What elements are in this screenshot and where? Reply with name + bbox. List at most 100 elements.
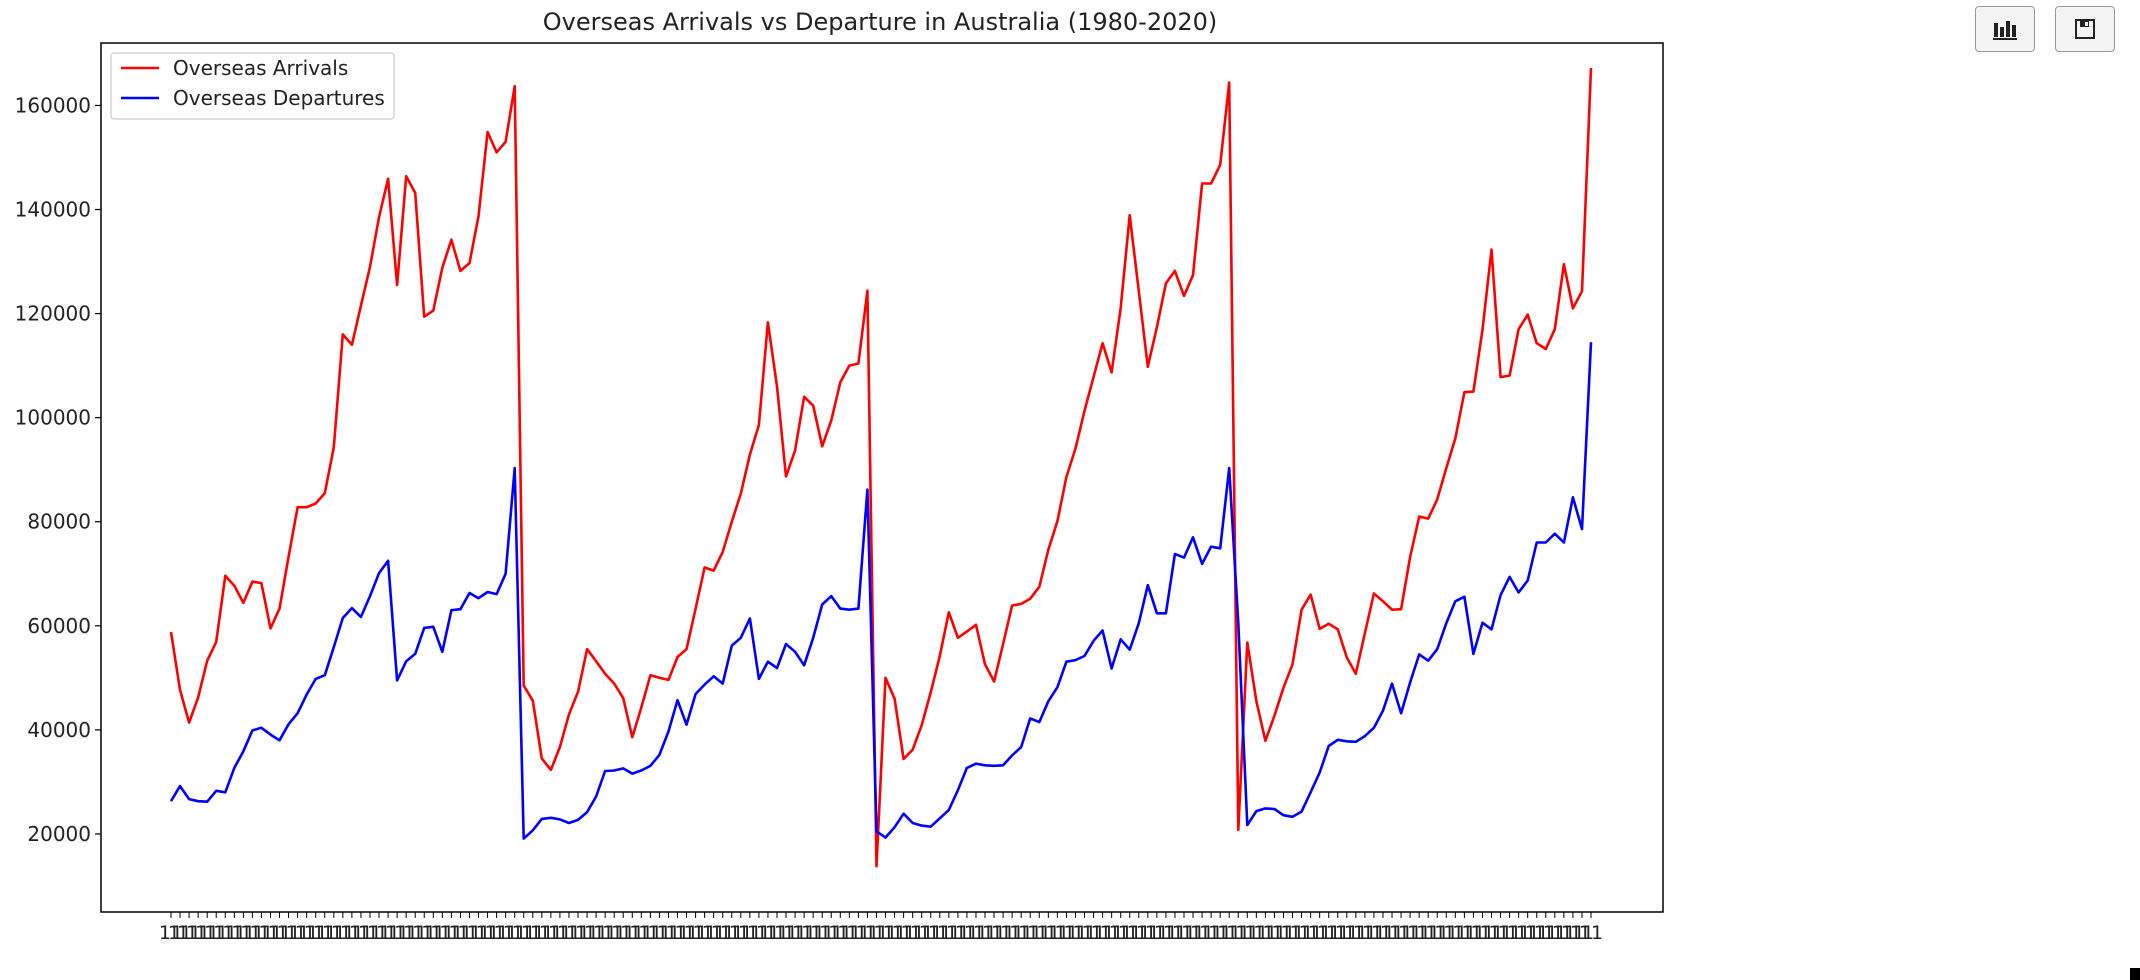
x-tick-label: 11 xyxy=(322,922,346,944)
x-tick-label: 11 xyxy=(376,922,400,944)
x-tick-label: 11 xyxy=(439,922,463,944)
x-tick-label: 11 xyxy=(1253,922,1277,944)
x-tick-label: 11 xyxy=(620,922,644,944)
y-tick-label: 20000 xyxy=(27,822,91,846)
x-tick-label: 11 xyxy=(475,922,499,944)
x-tick-label: 11 xyxy=(1380,922,1404,944)
series-line-arrivals xyxy=(169,67,1593,868)
x-tick-label: 11 xyxy=(982,922,1006,944)
resize-handle[interactable] xyxy=(2130,968,2140,980)
x-tick-label: 11 xyxy=(331,922,355,944)
x-tick-label: 11 xyxy=(1262,922,1286,944)
x-tick-label: 11 xyxy=(1326,922,1350,944)
y-tick-label: 60000 xyxy=(27,614,91,638)
x-tick-label: 11 xyxy=(412,922,436,944)
x-tick-label: 11 xyxy=(367,922,391,944)
x-tick-label: 11 xyxy=(349,922,373,944)
x-tick-label: 11 xyxy=(1443,922,1467,944)
x-tick-label: 11 xyxy=(629,922,653,944)
x-tick-label: 11 xyxy=(1136,922,1160,944)
x-tick-label: 11 xyxy=(1335,922,1359,944)
x-tick-label: 11 xyxy=(928,922,952,944)
x-tick-label: 11 xyxy=(385,922,409,944)
x-tick-label: 11 xyxy=(249,922,273,944)
x-tick-label: 11 xyxy=(1398,922,1422,944)
x-tick-label: 11 xyxy=(1081,922,1105,944)
x-tick-label: 11 xyxy=(964,922,988,944)
x-tick-label: 11 xyxy=(774,922,798,944)
chart-toggle-button[interactable] xyxy=(1975,6,2035,52)
x-tick-label: 11 xyxy=(276,922,300,944)
x-tick-label: 11 xyxy=(1036,922,1060,944)
x-tick-label: 11 xyxy=(1000,922,1024,944)
legend-box xyxy=(110,52,395,120)
x-tick-label: 11 xyxy=(448,922,472,944)
x-tick-label: 11 xyxy=(1470,922,1494,944)
x-tick-label: 11 xyxy=(873,922,897,944)
x-tick-label: 11 xyxy=(901,922,925,944)
x-tick-label: 11 xyxy=(1145,922,1169,944)
x-tick-label: 11 xyxy=(1416,922,1440,944)
x-tick-label: 11 xyxy=(819,922,843,944)
x-tick-label: 11 xyxy=(286,922,310,944)
x-tick-label: 11 xyxy=(611,922,635,944)
x-tick-label: 11 xyxy=(521,922,545,944)
x-tick-label: 11 xyxy=(222,922,246,944)
x-tick-label: 11 xyxy=(304,922,328,944)
x-tick-label: 11 xyxy=(240,922,264,944)
x-tick-label: 11 xyxy=(1425,922,1449,944)
x-tick-label: 11 xyxy=(674,922,698,944)
x-tick-label: 11 xyxy=(1181,922,1205,944)
x-tick-label: 11 xyxy=(837,922,861,944)
x-tick-label: 11 xyxy=(846,922,870,944)
x-tick-label: 11 xyxy=(1389,922,1413,944)
x-tick-label: 11 xyxy=(1317,922,1341,944)
x-tick-label: 11 xyxy=(729,922,753,944)
x-tick-label: 11 xyxy=(711,922,735,944)
x-tick-label: 11 xyxy=(503,922,527,944)
x-tick-label: 11 xyxy=(1362,922,1386,944)
legend-label: Overseas Departures xyxy=(173,86,385,110)
x-tick-label: 11 xyxy=(702,922,726,944)
x-tick-label: 11 xyxy=(1488,922,1512,944)
x-tick-label: 11 xyxy=(530,922,554,944)
x-tick-label: 11 xyxy=(485,922,509,944)
x-tick-label: 11 xyxy=(1280,922,1304,944)
x-tick-label: 11 xyxy=(1525,922,1549,944)
x-tick-label: 11 xyxy=(512,922,536,944)
x-tick-label: 11 xyxy=(1344,922,1368,944)
save-button[interactable] xyxy=(2055,6,2115,52)
x-tick-label: 11 xyxy=(801,922,825,944)
x-tick-label: 11 xyxy=(213,922,237,944)
x-tick-label: 11 xyxy=(1507,922,1531,944)
chart-title: Overseas Arrivals vs Departure in Austra… xyxy=(543,8,1218,36)
x-tick-label: 11 xyxy=(783,922,807,944)
x-tick-label: 11 xyxy=(168,922,192,944)
x-tick-label: 11 xyxy=(1154,922,1178,944)
x-tick-label: 11 xyxy=(1072,922,1096,944)
y-tick-label: 140000 xyxy=(15,198,91,222)
x-tick-label: 11 xyxy=(1498,922,1522,944)
x-tick-label: 11 xyxy=(1299,922,1323,944)
x-tick-label: 11 xyxy=(792,922,816,944)
x-tick-label: 11 xyxy=(1371,922,1395,944)
x-tick-label: 11 xyxy=(1109,922,1133,944)
x-tick-label: 11 xyxy=(1163,922,1187,944)
x-tick-label: 11 xyxy=(1308,922,1332,944)
x-tick-label: 11 xyxy=(186,922,210,944)
x-tick-label: 11 xyxy=(1479,922,1503,944)
x-tick-label: 11 xyxy=(1226,922,1250,944)
x-tick-label: 11 xyxy=(231,922,255,944)
x-tick-label: 11 xyxy=(575,922,599,944)
x-tick-label: 11 xyxy=(494,922,518,944)
x-tick-label: 11 xyxy=(828,922,852,944)
x-tick-label: 11 xyxy=(1172,922,1196,944)
x-tick-label: 11 xyxy=(566,922,590,944)
x-tick-label: 11 xyxy=(557,922,581,944)
x-tick-label: 11 xyxy=(864,922,888,944)
x-tick-label: 11 xyxy=(177,922,201,944)
x-tick-label: 11 xyxy=(1244,922,1268,944)
x-tick-label: 11 xyxy=(1579,922,1603,944)
